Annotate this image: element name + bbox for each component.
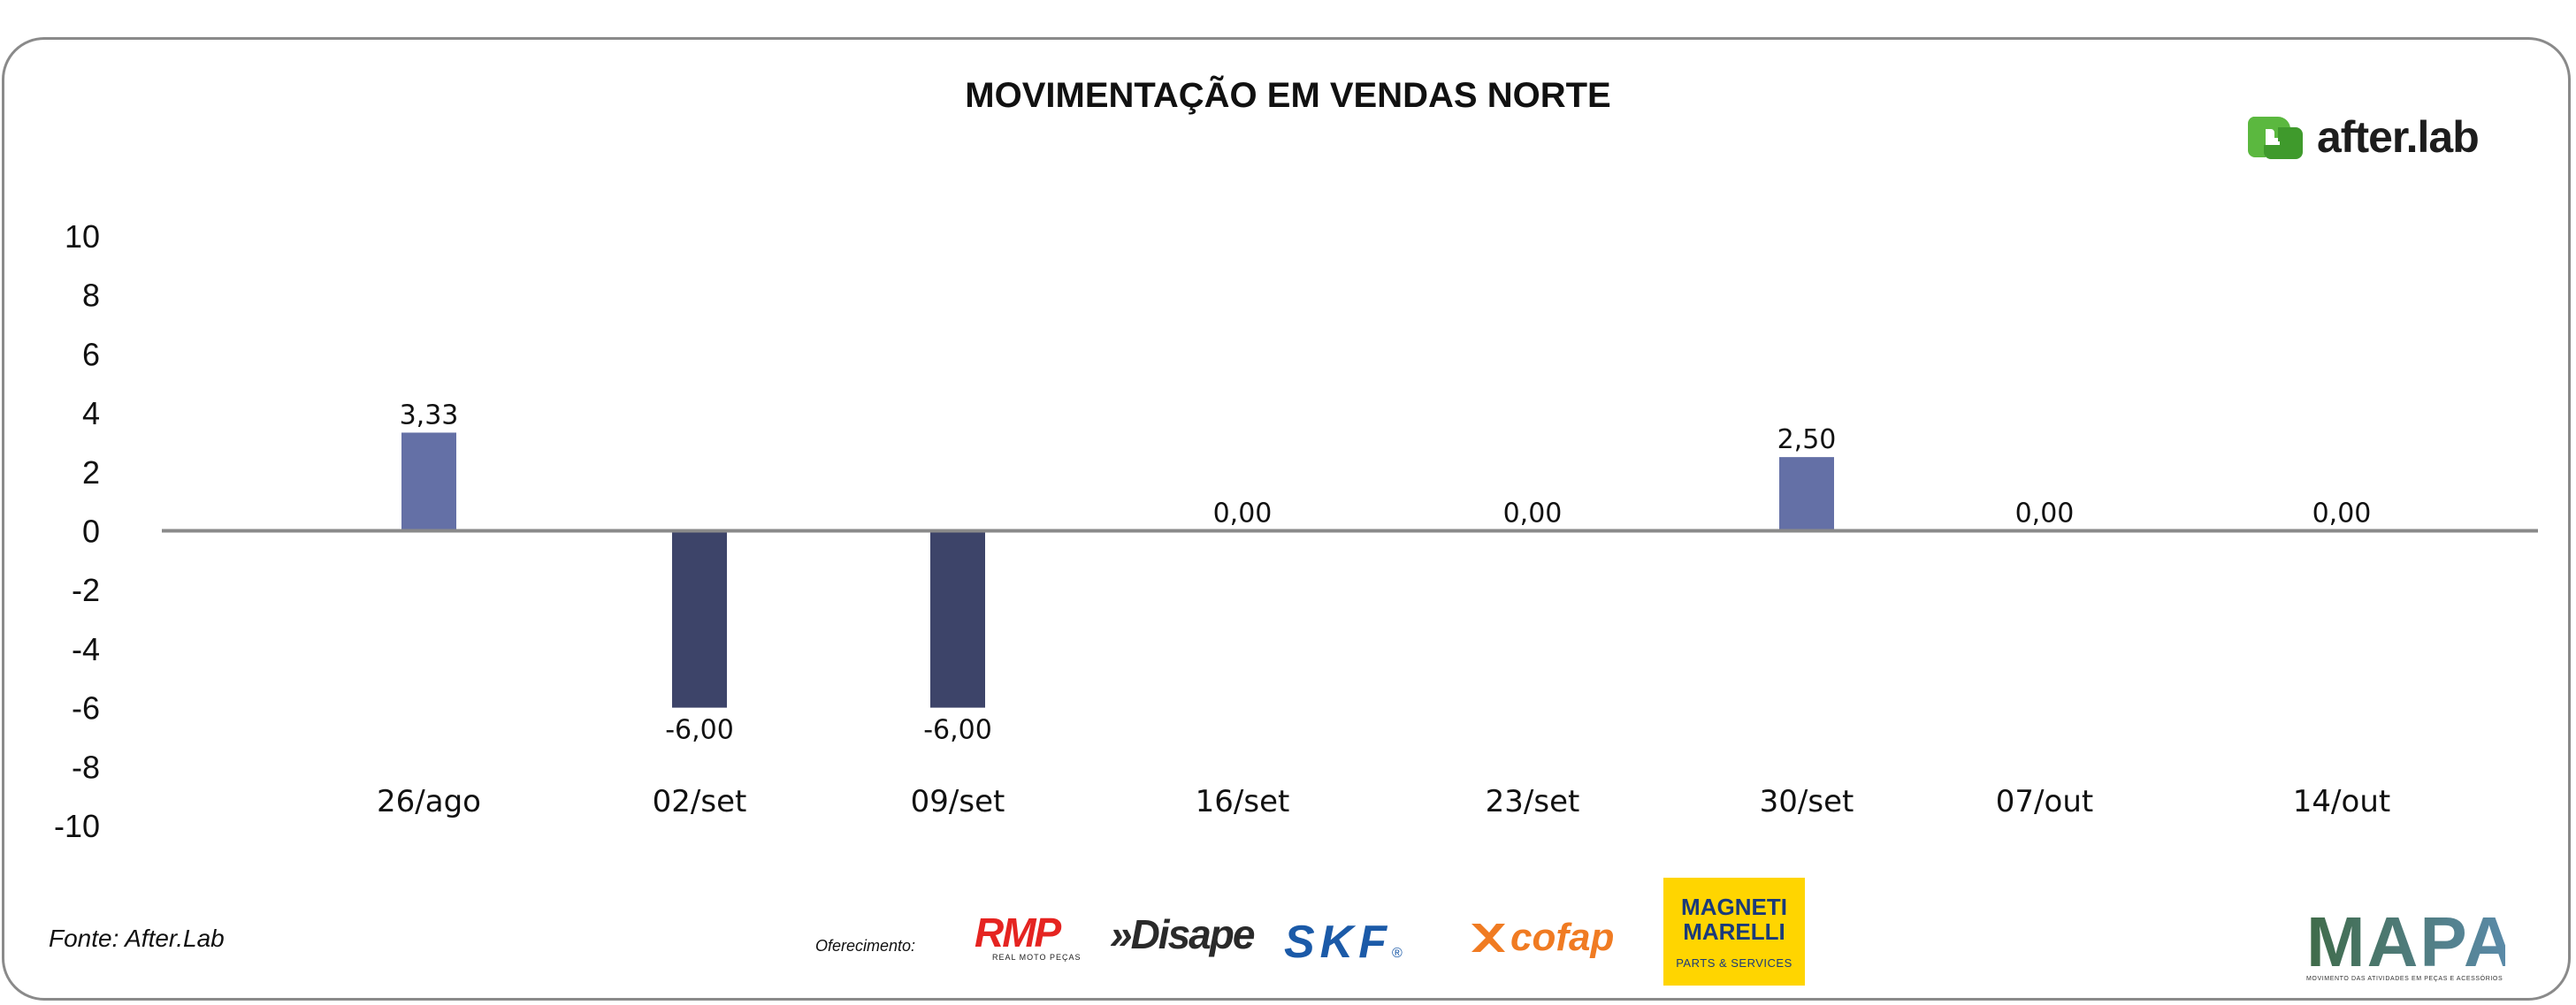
- y-tick-label: -6: [72, 690, 100, 727]
- magneti-marelli-logo: MAGNETI MARELLI PARTS & SERVICES: [1663, 878, 1805, 986]
- cofap-logo-name: cofap: [1510, 916, 1615, 959]
- data-labels: 3,33 -6,00 -6,00 0,00 0,00 2,50 0,00 0,00: [400, 400, 2372, 745]
- skf-registered-mark: ®: [1392, 946, 1403, 961]
- x-category-label: 30/set: [1760, 784, 1854, 819]
- x-category-label: 14/out: [2293, 784, 2390, 819]
- disape-logo: »Disape: [1110, 910, 1255, 958]
- x-category-label: 07/out: [1996, 784, 2093, 819]
- bar-09-set: [930, 530, 985, 708]
- rmp-logo-tagline: REAL MOTO PEÇAS: [992, 953, 1082, 962]
- magneti-logo-name: MAGNETI MARELLI: [1681, 893, 1787, 945]
- y-tick-label: 10: [65, 218, 100, 255]
- y-tick-label: 4: [82, 395, 100, 431]
- chart-title: MOVIMENTAÇÃO EM VENDAS NORTE: [965, 76, 1611, 115]
- skf-logo-name: SKF: [1284, 917, 1392, 968]
- y-tick-label: 2: [82, 454, 100, 491]
- disape-logo-name: »Disape: [1110, 911, 1255, 957]
- mapa-logo-tagline: MOVIMENTO DAS ATIVIDADES EM PEÇAS E ACES…: [2306, 976, 2503, 982]
- x-axis-categories: 26/ago 02/set 09/set 16/set 23/set 30/set 07/o…: [377, 784, 2390, 819]
- rmp-logo-name: RMP: [975, 910, 1061, 956]
- after-lab-brand: after.lab: [2244, 108, 2480, 166]
- data-label: 0,00: [1503, 499, 1563, 529]
- data-label: 3,33: [400, 400, 459, 430]
- bar-02-set: [672, 530, 727, 708]
- y-axis: 10 8 6 4 2 0 -2 -4 -6 -8 -10: [54, 218, 100, 844]
- data-label: 0,00: [1213, 499, 1273, 529]
- bar-30-set: [1779, 457, 1834, 531]
- magneti-logo-tagline: PARTS & SERVICES: [1676, 956, 1792, 970]
- y-tick-label: -4: [72, 631, 100, 667]
- y-tick-label: 6: [82, 336, 100, 372]
- data-label: 0,00: [2312, 499, 2372, 529]
- rmp-logo: RMP REAL MOTO PEÇAS: [975, 912, 1088, 965]
- mapa-logo-name: MAPA: [2306, 902, 2517, 981]
- sponsor-label: Oferecimento:: [815, 937, 916, 955]
- y-tick-label: 0: [82, 514, 100, 550]
- x-category-label: 23/set: [1486, 784, 1580, 819]
- y-tick-label: -8: [72, 749, 100, 785]
- y-tick-label: -2: [72, 572, 100, 608]
- x-category-label: 09/set: [911, 784, 1005, 819]
- bars: [401, 432, 1834, 708]
- data-label: -6,00: [665, 715, 734, 746]
- x-category-label: 16/set: [1196, 784, 1290, 819]
- x-category-label: 02/set: [653, 784, 747, 819]
- data-label: -6,00: [923, 715, 992, 746]
- data-label: 0,00: [2015, 499, 2075, 529]
- mapa-logo: MAPA MOVIMENTO DAS ATIVIDADES EM PEÇAS E…: [2306, 902, 2517, 983]
- bar-26-ago: [401, 432, 456, 531]
- cofap-x-icon: [1471, 924, 1505, 952]
- after-lab-logo-icon: [2247, 117, 2303, 159]
- y-tick-label: -10: [54, 808, 100, 844]
- brand-name: after.lab: [2317, 112, 2480, 162]
- cofap-logo: cofap: [1468, 916, 1614, 960]
- y-tick-label: 8: [82, 278, 100, 314]
- x-category-label: 26/ago: [377, 784, 481, 819]
- source-note: Fonte: After.Lab: [49, 925, 225, 952]
- skf-logo: SKF®: [1284, 916, 1403, 969]
- data-label: 2,50: [1777, 424, 1837, 455]
